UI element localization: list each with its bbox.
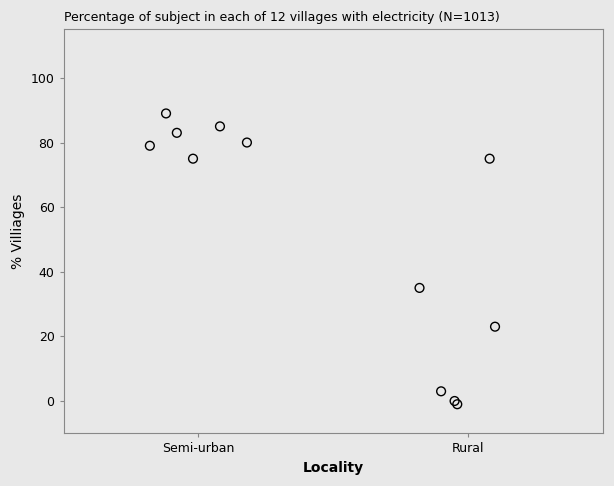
Point bbox=[490, 323, 500, 330]
Point bbox=[449, 397, 459, 405]
Point bbox=[145, 142, 155, 150]
Point bbox=[484, 155, 494, 163]
Point bbox=[436, 387, 446, 395]
Point bbox=[242, 139, 252, 146]
Point bbox=[161, 109, 171, 117]
Point bbox=[215, 122, 225, 130]
Point bbox=[453, 400, 462, 408]
Point bbox=[414, 284, 424, 292]
X-axis label: Locality: Locality bbox=[303, 461, 363, 475]
Text: Percentage of subject in each of 12 villages with electricity (N=1013): Percentage of subject in each of 12 vill… bbox=[64, 11, 499, 24]
Point bbox=[188, 155, 198, 163]
Point bbox=[172, 129, 182, 137]
Y-axis label: % Villiages: % Villiages bbox=[11, 194, 25, 269]
